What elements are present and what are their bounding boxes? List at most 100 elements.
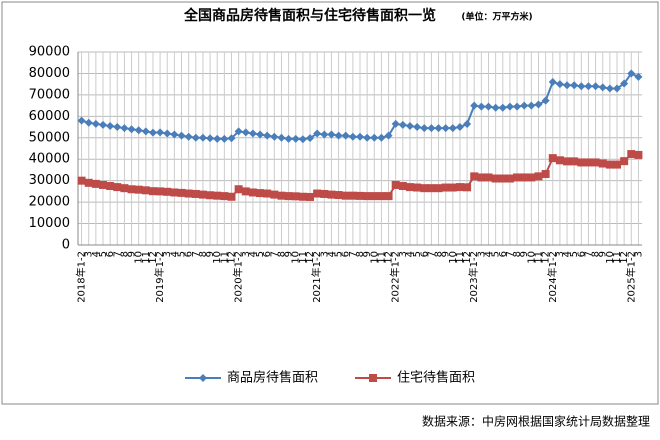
marker <box>106 121 115 130</box>
marker <box>77 116 86 125</box>
marker <box>356 132 364 141</box>
marker <box>348 191 357 200</box>
x-tick-label: 2018年1-2 <box>75 251 88 303</box>
marker <box>405 183 414 192</box>
marker <box>241 128 250 137</box>
x-tick-label: 11 <box>455 251 466 264</box>
marker <box>391 119 400 128</box>
x-tick-label: 4 <box>326 251 337 257</box>
marker <box>198 190 207 199</box>
marker <box>541 170 550 179</box>
marker <box>270 132 279 141</box>
marker <box>220 134 229 143</box>
marker <box>591 82 600 91</box>
marker <box>427 184 436 193</box>
marker <box>306 134 315 143</box>
marker <box>191 189 200 198</box>
x-tick-label: 7 <box>269 251 280 257</box>
x-tick-label: 3 <box>398 251 409 257</box>
marker <box>156 128 165 137</box>
x-tick-label: 4 <box>248 251 259 257</box>
y-tick-label: 30000 <box>29 173 70 188</box>
marker <box>563 157 572 166</box>
x-tick-label: 5 <box>412 251 423 257</box>
x-tick-label: 11 <box>298 251 309 264</box>
x-tick-label: 3 <box>162 251 173 257</box>
marker <box>113 183 122 192</box>
x-tick-label: 4 <box>484 251 495 257</box>
marker <box>555 156 564 165</box>
marker <box>513 102 522 111</box>
x-tick-label: 6 <box>341 251 352 257</box>
x-tick-label: 10 <box>369 251 380 264</box>
x-tick-label: 5 <box>569 251 580 257</box>
marker <box>363 192 372 201</box>
marker <box>534 100 543 109</box>
x-tick-label: 10 <box>526 251 537 264</box>
marker <box>234 185 243 194</box>
marker <box>141 127 150 136</box>
marker <box>106 182 115 191</box>
x-tick-label: 12 <box>305 251 316 264</box>
marker <box>484 102 493 111</box>
marker <box>498 174 507 183</box>
marker <box>84 118 93 127</box>
x-tick-label: 3 <box>633 251 644 257</box>
chart-frame <box>1 1 659 405</box>
y-tick-label: 80000 <box>29 66 70 81</box>
marker <box>206 191 215 200</box>
marker <box>398 120 407 129</box>
x-tick-label: 7 <box>583 251 594 257</box>
x-tick-label: 6 <box>419 251 430 257</box>
legend-label: 住宅待售面积 <box>397 370 475 386</box>
marker <box>441 183 450 192</box>
marker <box>598 159 607 168</box>
x-tick-label: 5 <box>255 251 266 257</box>
marker <box>477 102 486 111</box>
marker <box>213 191 222 200</box>
marker <box>98 180 107 189</box>
marker <box>91 119 100 128</box>
x-tick-label: 2020年1-2 <box>232 251 245 303</box>
marker <box>548 78 557 87</box>
x-tick-label: 11 <box>219 251 230 264</box>
marker <box>491 174 500 183</box>
marker <box>156 187 165 196</box>
marker <box>470 101 479 110</box>
marker <box>84 178 93 187</box>
marker <box>313 129 322 138</box>
x-tick-label: 3 <box>555 251 566 257</box>
x-tick-label: 11 <box>376 251 387 264</box>
marker <box>455 183 464 192</box>
x-tick-label: 9 <box>519 251 530 257</box>
marker <box>605 160 614 169</box>
marker <box>541 96 550 105</box>
marker <box>563 81 572 90</box>
marker <box>113 123 122 132</box>
marker <box>470 172 479 181</box>
y-tick-label: 60000 <box>29 109 70 124</box>
marker <box>448 124 457 133</box>
marker <box>441 124 450 133</box>
marker <box>534 172 543 181</box>
marker <box>148 128 157 137</box>
marker <box>120 124 129 133</box>
x-tick-label: 12 <box>619 251 630 264</box>
x-tick-label: 8 <box>276 251 287 257</box>
marker <box>463 120 472 129</box>
x-tick-label: 6 <box>576 251 587 257</box>
marker <box>163 129 172 138</box>
marker <box>613 84 622 93</box>
marker <box>356 191 364 200</box>
x-tick-label: 9 <box>362 251 373 257</box>
y-tick-label: 40000 <box>29 152 70 167</box>
marker <box>163 187 172 196</box>
marker <box>284 134 293 143</box>
x-tick-label: 6 <box>105 251 116 257</box>
marker <box>634 72 643 81</box>
y-tick-label: 10000 <box>29 216 70 231</box>
marker <box>327 190 336 199</box>
marker <box>463 183 472 192</box>
x-tick-label: 4 <box>562 251 573 257</box>
x-tick-label: 10 <box>605 251 616 264</box>
